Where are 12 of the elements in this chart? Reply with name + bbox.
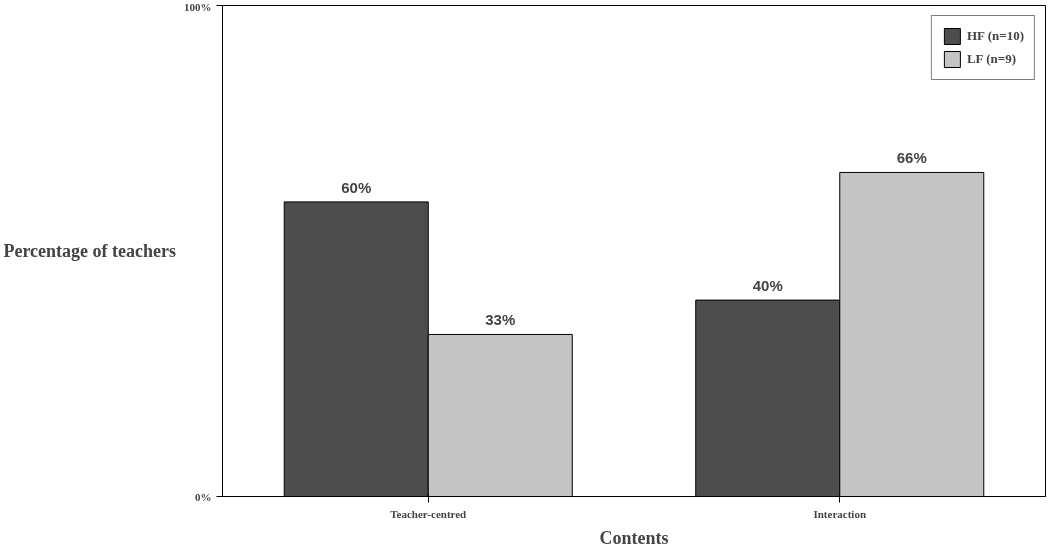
data-label: 40% — [752, 277, 783, 295]
x-tick-label: Teacher-centred — [390, 507, 467, 520]
y-axis-title: Percentage of teachers — [3, 241, 177, 261]
y-tick-label: 100% — [184, 0, 212, 13]
data-label: 66% — [896, 149, 927, 167]
x-axis-title: Contents — [599, 527, 669, 548]
legend-label: LF (n=9) — [966, 51, 1017, 67]
data-label: 60% — [341, 178, 372, 196]
data-label: 33% — [485, 311, 516, 329]
y-tick-label: 0% — [195, 490, 212, 503]
x-tick-label: Interaction — [813, 507, 867, 520]
legend-label: HF (n=10) — [966, 28, 1024, 44]
